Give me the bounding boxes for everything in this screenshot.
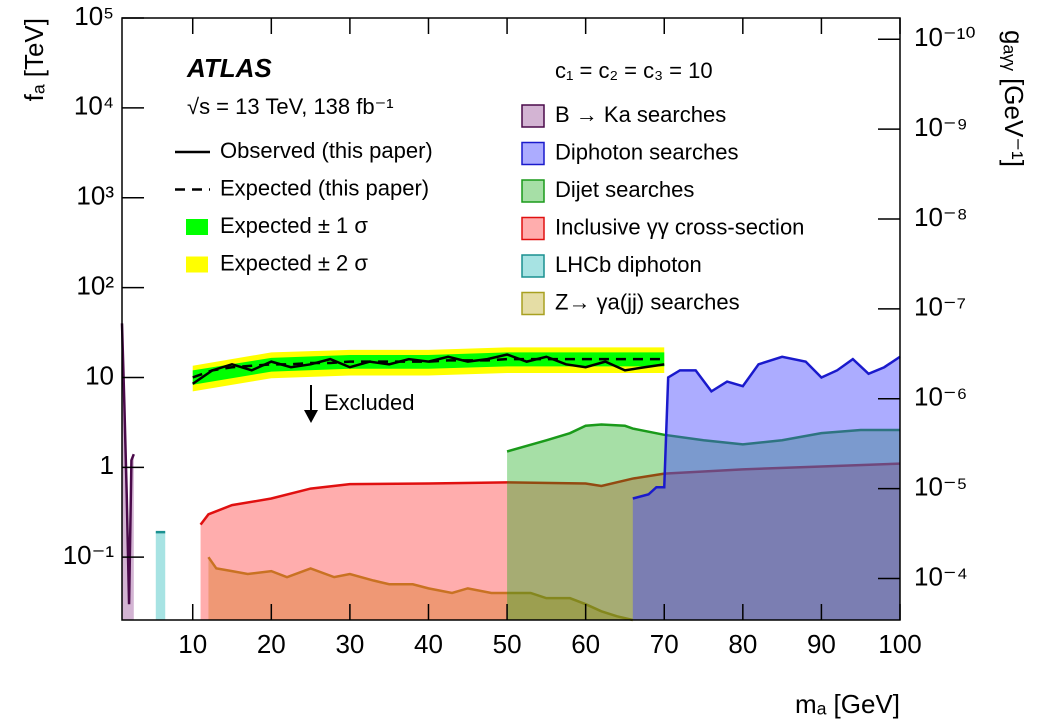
- y2-tick-label: 10⁻⁸: [914, 202, 968, 232]
- atlas-label: ATLAS: [186, 53, 272, 83]
- legend-label: Observed (this paper): [220, 138, 433, 163]
- y-axis-label: fₐ [TeV]: [19, 18, 49, 101]
- legend-swatch: [521, 291, 545, 316]
- x-tick-label: 50: [493, 629, 522, 659]
- legend-swatch: [186, 256, 208, 273]
- excluded-arrowhead: [304, 410, 318, 423]
- excluded-label: Excluded: [324, 390, 415, 415]
- legend-swatch: [521, 254, 545, 278]
- energy-label: √s = 13 TeV, 138 fb⁻¹: [187, 94, 394, 119]
- x-tick-label: 30: [335, 629, 364, 659]
- x-tick-label: 40: [414, 629, 443, 659]
- band: [192, 352, 665, 385]
- y-tick-label: 10⁴: [74, 91, 114, 121]
- legend-label: Diphoton searches: [555, 139, 738, 164]
- x-tick-label: 90: [807, 629, 836, 659]
- y2-tick-label: 10⁻⁶: [914, 382, 967, 412]
- legend-label: Expected (this paper): [220, 175, 429, 200]
- legend-label: Inclusive γγ cross-section: [555, 214, 804, 239]
- area-edge: [632, 355, 901, 500]
- area-edge: [199, 462, 901, 526]
- y2-axis-label: gₐᵧᵧ [GeV⁻¹]: [999, 30, 1029, 167]
- legend-swatch: [521, 179, 545, 203]
- x-tick-label: 70: [650, 629, 679, 659]
- y2-tick-label: 10⁻⁵: [914, 471, 967, 501]
- area-edge: [207, 556, 634, 622]
- y-tick-label: 10⁵: [74, 1, 114, 31]
- y-tick-label: 10: [85, 360, 114, 390]
- x-tick-label: 100: [878, 629, 921, 659]
- area-fill: [200, 463, 900, 620]
- legend-label: LHCb diphoton: [555, 252, 702, 277]
- x-tick-label: 20: [257, 629, 286, 659]
- coupling-label: c₁ = c₂ = c₃ = 10: [555, 58, 713, 83]
- frame: [121, 17, 901, 621]
- legend-swatch: [521, 141, 545, 166]
- area-edge: [506, 423, 900, 453]
- area-fill: [208, 557, 633, 620]
- y-tick-label: 10³: [76, 181, 114, 211]
- y2-tick-label: 10⁻⁴: [914, 561, 968, 591]
- area-fill: [507, 424, 900, 620]
- legend-swatch: [521, 216, 545, 241]
- legend-label: B → Ka searches: [555, 102, 726, 127]
- legend-label: Expected ± 2 σ: [220, 250, 368, 275]
- area-fill: [632, 356, 900, 620]
- legend-label: Expected ± 1 σ: [220, 213, 368, 238]
- legend-swatch: [521, 104, 545, 128]
- legend-label: Z→ γa(jj) searches: [555, 289, 740, 314]
- plot-area: [120, 323, 901, 622]
- line: [192, 353, 665, 385]
- x-tick-label: 60: [571, 629, 600, 659]
- x-axis-label: mₐ [GeV]: [795, 689, 900, 719]
- legend-swatch: [186, 219, 208, 235]
- area-fill: [155, 532, 166, 620]
- area-edge: [120, 323, 135, 605]
- y-tick-label: 10⁻¹: [63, 540, 115, 570]
- x-tick-label: 10: [178, 629, 207, 659]
- x-tick-label: 80: [728, 629, 757, 659]
- y2-tick-label: 10⁻⁹: [914, 112, 968, 142]
- y-tick-label: 10²: [76, 270, 114, 300]
- legend-label: Dijet searches: [555, 177, 694, 202]
- y2-tick-label: 10⁻¹⁰: [914, 22, 976, 52]
- y-tick-label: 1: [100, 450, 114, 480]
- line: [192, 357, 665, 379]
- y2-tick-label: 10⁻⁷: [914, 292, 966, 322]
